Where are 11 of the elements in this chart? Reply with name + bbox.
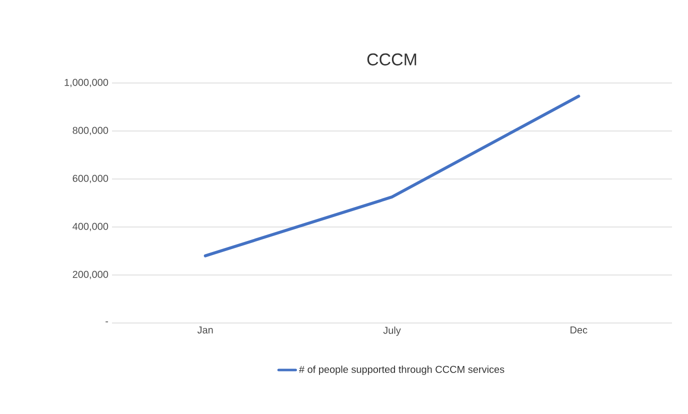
x-tick-label: July	[383, 326, 401, 336]
y-tick-label: 800,000	[72, 126, 108, 136]
y-tick-label: 600,000	[72, 174, 108, 184]
x-tick-label: Dec	[570, 326, 588, 334]
legend-label: # of people supported through CCCM services	[299, 366, 504, 375]
y-tick-label: 400,000	[72, 222, 108, 232]
y-tick-label: 200,000	[72, 270, 108, 280]
x-tick-label: Jan	[197, 326, 213, 334]
y-tick-label: 1,000,000	[64, 78, 108, 88]
chart-title: CCCM	[367, 53, 416, 66]
y-tick-label: -	[106, 321, 108, 322]
